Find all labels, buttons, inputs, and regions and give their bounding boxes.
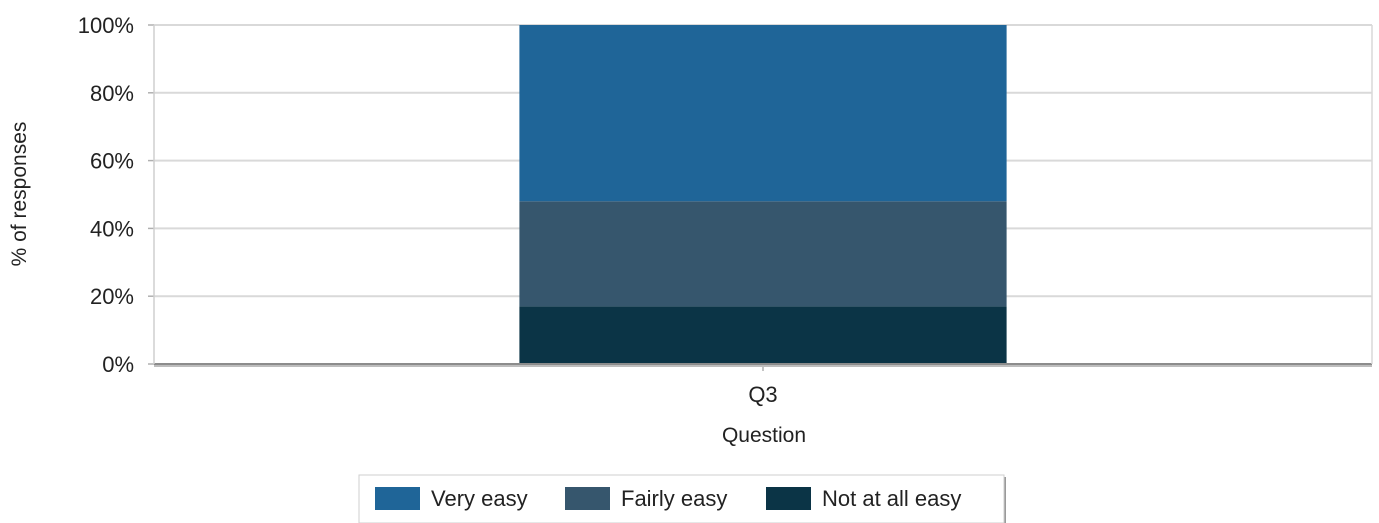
legend-box xyxy=(358,474,1005,523)
bars xyxy=(519,25,1007,371)
axes xyxy=(153,25,1373,367)
bar-segment-fairly-easy xyxy=(519,201,1007,307)
legend-label: Not at all easy xyxy=(822,486,961,511)
y-axis-title: % of responses xyxy=(8,122,31,267)
y-tick-label: 0% xyxy=(102,352,134,377)
bar-segment-not-at-all-easy xyxy=(519,306,1007,364)
y-tick-label: 80% xyxy=(90,81,134,106)
x-tick-labels: Q3 xyxy=(748,382,777,407)
y-tick-label: 60% xyxy=(90,149,134,174)
bar-segment-very-easy xyxy=(519,25,1007,202)
x-tick-label: Q3 xyxy=(748,382,777,407)
y-tick-label: 40% xyxy=(90,216,134,241)
legend-swatch xyxy=(766,487,811,510)
y-tick-label: 20% xyxy=(90,284,134,309)
legend-swatch xyxy=(375,487,420,510)
x-axis-title: Question xyxy=(722,424,806,447)
y-tick-labels: 0% 20% 40% 60% 80% 100% xyxy=(78,13,134,377)
legend-label: Very easy xyxy=(431,486,528,511)
y-tick-label: 100% xyxy=(78,13,134,38)
legend-swatch xyxy=(565,487,610,510)
legend-label: Fairly easy xyxy=(621,486,727,511)
legend: Very easy Fairly easy Not at all easy xyxy=(358,474,1006,523)
